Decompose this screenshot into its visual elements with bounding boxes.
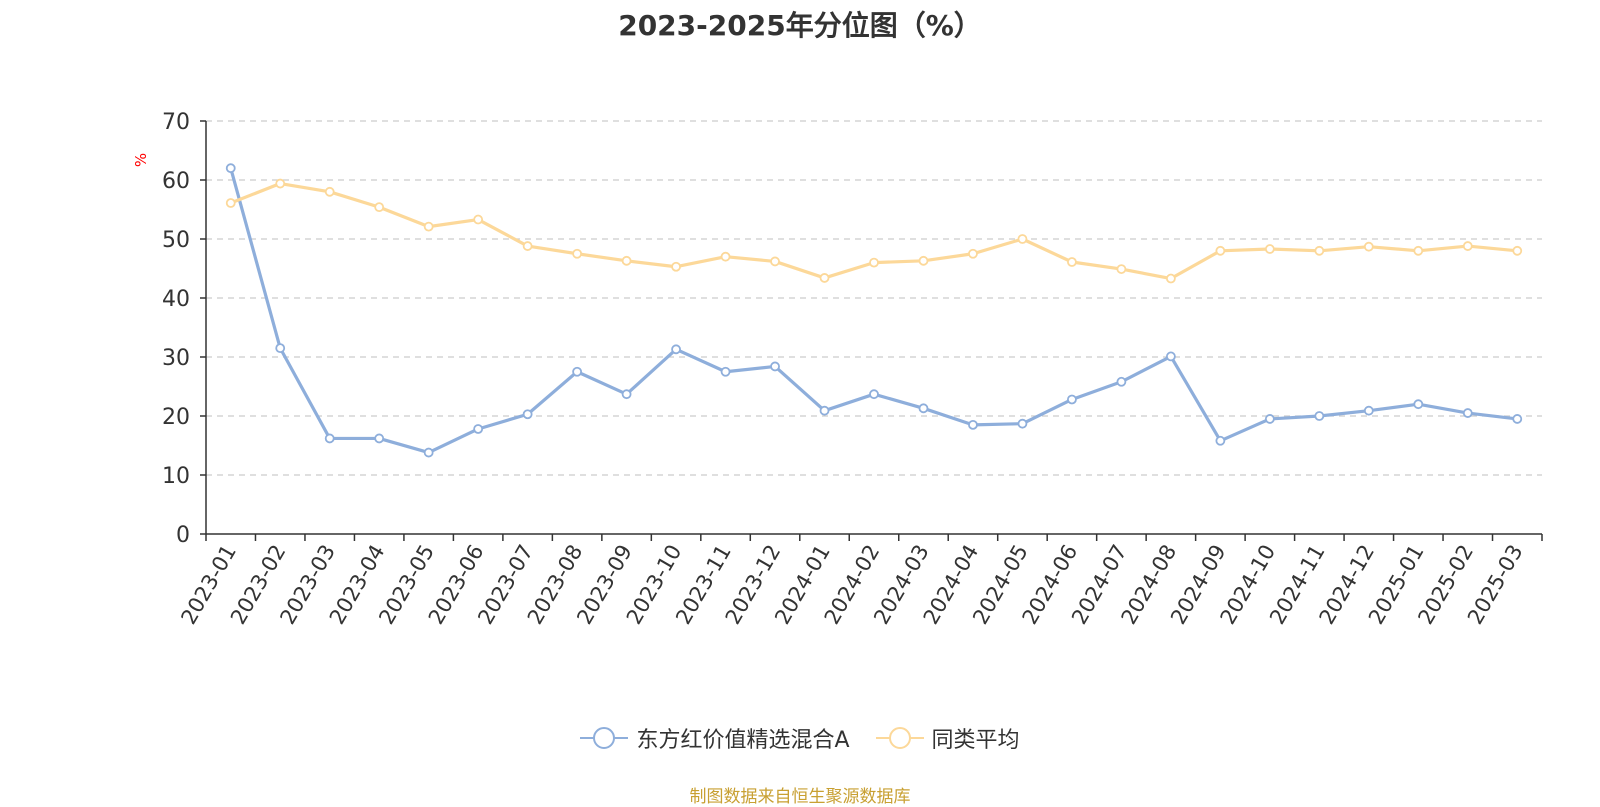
y-tick-label: 0 <box>176 523 190 548</box>
series-2-point <box>1264 244 1275 254</box>
series-2-point <box>522 241 533 251</box>
series-2-point <box>671 261 681 272</box>
series-2-point <box>1462 241 1473 251</box>
series-2-point <box>572 248 583 259</box>
series-2-point <box>1363 241 1374 252</box>
series-1-point <box>1165 351 1176 362</box>
series-2-point <box>1215 245 1226 256</box>
series-1-point <box>522 409 533 420</box>
series-2-point <box>1017 234 1028 244</box>
series-1-point <box>819 405 830 416</box>
series-1-point <box>621 389 632 400</box>
series-2-point <box>1512 245 1523 256</box>
series-2-point <box>1314 245 1325 256</box>
series-2-point <box>225 198 236 208</box>
series-1-point <box>572 366 583 377</box>
series-1-point <box>1462 408 1473 418</box>
series-line-1 <box>229 167 1518 455</box>
chart-title: 2023-2025年分位图（%） <box>618 9 982 42</box>
series-1-point <box>1413 399 1424 410</box>
series-1-point <box>225 163 236 174</box>
gridlines <box>206 120 1542 476</box>
series-lines <box>225 163 1523 458</box>
series-1-point <box>1512 414 1523 424</box>
series-2-point <box>918 255 929 266</box>
series-2-point <box>819 273 830 283</box>
legend-label-series-1: 东方红价值精选混合A <box>636 728 850 753</box>
series-1-point <box>473 424 484 434</box>
series-2-point <box>720 251 731 262</box>
series-1-point <box>423 447 434 458</box>
series-1-point <box>1017 418 1028 429</box>
series-1-point <box>374 433 385 444</box>
legend-marker-series-1 <box>580 727 629 749</box>
y-tick-label: 10 <box>162 464 190 489</box>
series-1-point <box>1264 414 1275 424</box>
series-2-point <box>1413 245 1424 256</box>
axes: 0102030405060702023-012023-022023-032023… <box>162 110 1543 628</box>
legend-item-series-1[interactable]: 东方红价值精选混合A <box>580 722 850 754</box>
legend-item-series-2[interactable]: 同类平均 <box>875 722 1020 754</box>
series-1-point <box>720 366 731 377</box>
series-2-point <box>275 178 286 189</box>
y-tick-label: 50 <box>162 228 190 253</box>
series-2-point <box>374 202 385 213</box>
legend-marker-series-2 <box>875 727 924 749</box>
y-axis-label: % <box>132 153 150 167</box>
series-1-point <box>275 343 286 354</box>
legend: 东方红价值精选混合A 同类平均 <box>0 722 1600 754</box>
data-source-note: 制图数据来自恒生聚源数据库 <box>689 787 911 807</box>
series-1-point <box>1363 405 1374 416</box>
series-2-point <box>1067 257 1077 267</box>
series-2-point <box>869 257 879 268</box>
series-1-point <box>324 433 335 444</box>
series-2-point <box>968 248 978 259</box>
series-2-point <box>621 255 632 266</box>
series-2-point <box>770 256 780 267</box>
series-1-point <box>869 389 879 400</box>
series-2-point <box>423 221 434 232</box>
series-2-point <box>1165 273 1176 284</box>
series-2-point <box>324 186 335 197</box>
series-1-point <box>671 344 681 355</box>
series-1-point <box>968 419 978 430</box>
series-1-point <box>918 403 929 414</box>
series-1-point <box>1314 411 1325 421</box>
y-tick-label: 30 <box>162 346 190 371</box>
y-tick-label: 70 <box>162 110 190 135</box>
series-1-point <box>770 361 780 372</box>
series-2-point <box>1116 264 1127 274</box>
y-tick-label: 20 <box>162 405 190 430</box>
y-tick-label: 40 <box>162 287 190 312</box>
series-1-point <box>1116 376 1127 387</box>
series-1-point <box>1215 435 1226 446</box>
series-2-point <box>473 214 484 225</box>
y-tick-label: 60 <box>162 169 190 194</box>
legend-label-series-2: 同类平均 <box>931 728 1020 753</box>
series-1-point <box>1067 394 1077 405</box>
